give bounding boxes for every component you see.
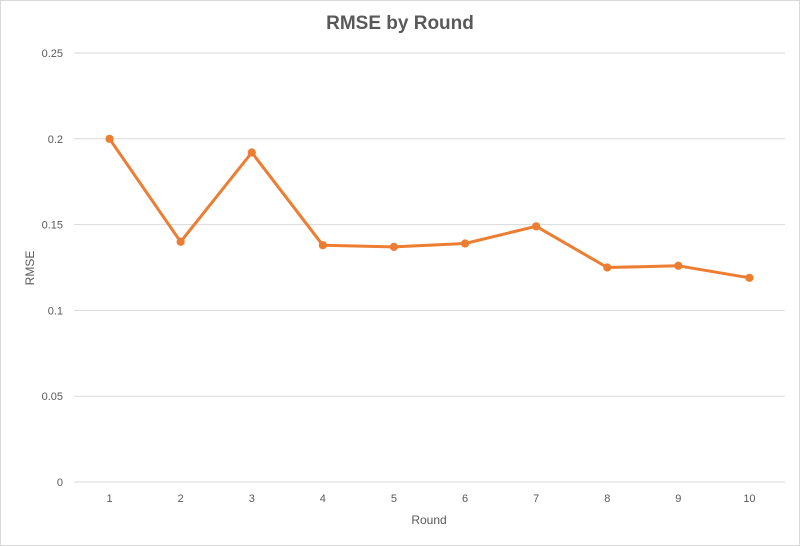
data-point-marker[interactable] <box>745 273 754 282</box>
y-axis-ticks: 0 0.05 0.1 0.15 0.2 0.25 <box>42 48 63 489</box>
x-tick-label: 10 <box>743 493 755 505</box>
x-tick-label: 6 <box>462 493 468 505</box>
x-tick-label: 5 <box>391 493 397 505</box>
x-tick-label: 1 <box>106 493 112 505</box>
data-point-marker[interactable] <box>389 242 399 252</box>
y-tick-label: 0 <box>57 477 63 489</box>
x-tick-label: 3 <box>249 493 255 505</box>
x-axis-title: Round <box>411 513 446 527</box>
gridlines <box>74 52 785 397</box>
x-tick-label: 2 <box>178 493 184 505</box>
data-point-marker[interactable] <box>603 263 612 272</box>
y-tick-label: 0.2 <box>48 134 63 146</box>
chart-title: RMSE by Round <box>326 13 474 34</box>
data-point-marker[interactable] <box>674 261 683 270</box>
series-group <box>105 134 754 282</box>
y-axis-title: RMSE <box>23 251 37 286</box>
x-tick-label: 4 <box>320 493 326 505</box>
x-axis-ticks: 1 2 3 4 5 6 7 8 9 10 <box>106 493 755 505</box>
x-tick-label: 8 <box>604 493 610 505</box>
y-tick-label: 0.05 <box>42 391 63 403</box>
data-point-marker[interactable] <box>318 241 327 250</box>
y-tick-label: 0.25 <box>42 48 63 60</box>
y-tick-label: 0.1 <box>48 305 63 317</box>
data-point-marker[interactable] <box>105 134 114 143</box>
x-tick-label: 7 <box>533 493 539 505</box>
series-line <box>108 137 751 280</box>
x-tick-label: 9 <box>675 493 681 505</box>
data-point-marker[interactable] <box>532 222 541 231</box>
data-point-marker[interactable] <box>460 239 470 248</box>
y-tick-label: 0.15 <box>42 220 63 232</box>
data-point-marker[interactable] <box>176 237 185 246</box>
data-point-marker[interactable] <box>247 148 256 157</box>
